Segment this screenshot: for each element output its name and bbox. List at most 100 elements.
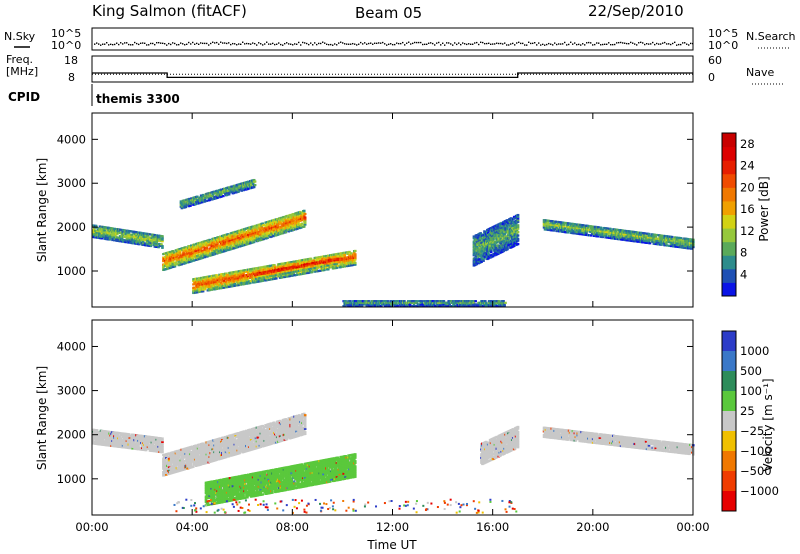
noise-point [546,43,548,46]
power-cell [244,269,247,272]
power-cell [486,230,489,233]
noise-point [128,43,130,46]
power-cell [545,226,549,229]
power-cell [161,236,164,240]
power-cell [512,215,516,218]
power-cell [303,216,307,219]
power-cell [487,243,490,246]
noise-point [540,44,542,46]
power-cell [498,224,502,227]
power-cell [663,242,666,245]
power-cell [260,226,264,229]
power-cell [182,252,185,255]
noise-point [678,43,680,46]
noise-point [464,43,466,45]
noise-point [508,44,510,46]
power-cell [675,242,679,245]
noise-point [630,41,632,44]
power-cell [601,234,605,237]
power-cell [270,267,273,270]
power-cell [660,234,663,237]
power-cell [608,236,611,240]
power-cell [629,234,633,237]
noise-point [542,43,544,46]
power-cell [201,290,205,293]
power-cell [192,257,195,261]
power-cell [649,238,653,241]
noise-point [328,43,330,46]
power-cell [489,240,493,243]
power-cell [562,225,566,228]
power-cell [213,242,216,245]
noise-point [274,43,276,46]
power-cell [196,277,199,280]
power-cell [492,247,496,250]
power-cell [121,240,125,243]
power-cell [296,227,299,230]
power-cell [607,234,610,238]
power-cell [248,231,252,234]
power-cell [615,228,619,231]
power-cell [506,246,509,249]
power-cell [199,253,203,256]
power-cell [184,205,188,209]
noise-point [202,42,204,45]
power-cell [257,237,261,240]
power-cell [208,193,212,196]
power-cell [327,254,330,257]
noise-point [166,44,168,46]
power-cell [199,197,203,201]
power-cell [212,278,215,281]
noise-point [648,43,650,45]
power-cell [506,219,509,222]
power-cell [241,271,244,274]
power-cell [192,245,196,248]
freq-label: Freq. [6,53,33,66]
power-cell [516,239,520,242]
power-cell [350,260,353,263]
power-cell [127,233,131,236]
power-cell [351,264,354,267]
power-cell [141,242,145,245]
power-cell [233,272,237,275]
power-cell [224,190,228,193]
power-cell [686,241,689,244]
noise-point [560,43,562,45]
power-cell [343,255,346,258]
power-cell [485,244,488,247]
power-cell [171,255,175,258]
power-cell [476,240,480,243]
power-cell [547,219,551,222]
noise-point [304,42,306,44]
power-cell [293,265,296,268]
noise-point [326,43,328,46]
power-cell [483,250,486,253]
power-cell [162,267,165,270]
power-cell [171,258,175,262]
noise-point [114,43,116,46]
noise-point [598,42,600,44]
power-cell [292,272,295,275]
power-cell [234,275,238,279]
noise-point [214,42,216,44]
noise-point [590,42,592,44]
power-cell [506,225,509,229]
power-cell [206,255,210,258]
power-cell [227,193,231,196]
power-cell [493,240,497,243]
power-cell [154,239,158,242]
power-cell [126,236,130,239]
noise-point [258,42,260,44]
power-cell [232,238,236,241]
power-cell [189,204,192,207]
power-cell [586,230,589,233]
power-cell [282,229,286,233]
noise-point [250,43,252,45]
power-cell [247,271,250,275]
power-cell [592,234,596,237]
power-cell [158,239,161,242]
power-cell [284,231,288,234]
power-cell [233,239,237,243]
power-cell [208,191,212,195]
power-cell [666,240,669,243]
